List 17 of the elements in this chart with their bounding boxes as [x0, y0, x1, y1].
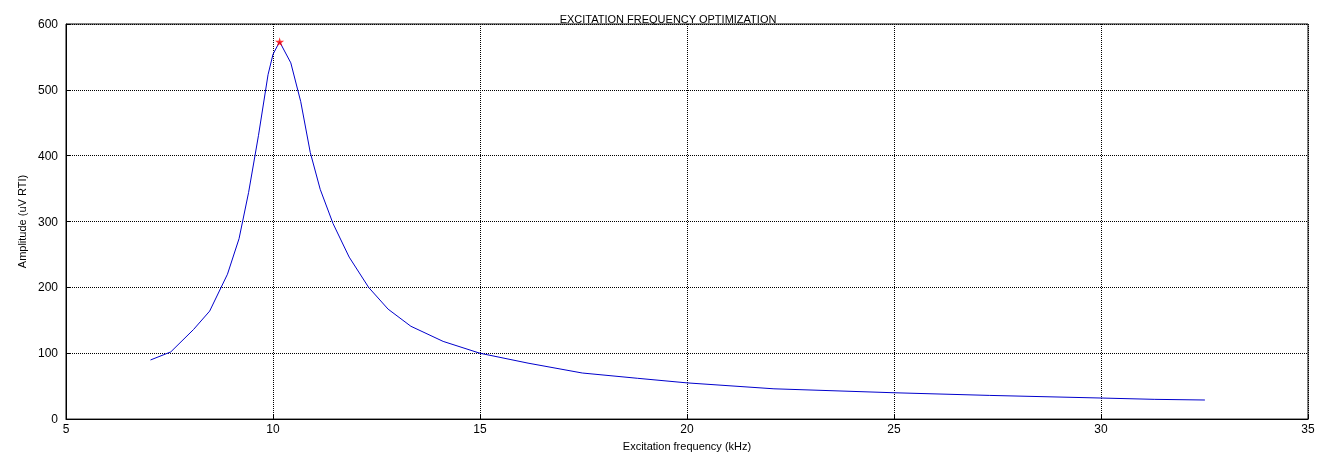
chart-title: EXCITATION FREQUENCY OPTIMIZATION — [559, 12, 777, 25]
x-tick-label: 20 — [680, 422, 694, 437]
y-tick-label: 400 — [37, 148, 59, 163]
x-tick-label: 10 — [266, 422, 280, 437]
y-axis-title: Amplitude (uV RTI) — [15, 174, 28, 269]
y-tick-label: 300 — [37, 214, 59, 229]
y-tick-label: 200 — [37, 280, 59, 295]
x-tick-label: 15 — [473, 422, 487, 437]
y-tick-label: 100 — [37, 346, 59, 361]
y-tick-label: 600 — [37, 17, 59, 31]
y-tick-label: 0 — [51, 412, 59, 427]
y-tick-label: 500 — [37, 82, 59, 97]
x-tick-label: 25 — [887, 422, 901, 437]
x-tick-label: 5 — [62, 422, 70, 437]
x-tick-label: 35 — [1301, 422, 1315, 437]
x-tick-label: 30 — [1094, 422, 1108, 437]
x-axis-title: Excitation frequency (kHz) — [622, 439, 752, 452]
